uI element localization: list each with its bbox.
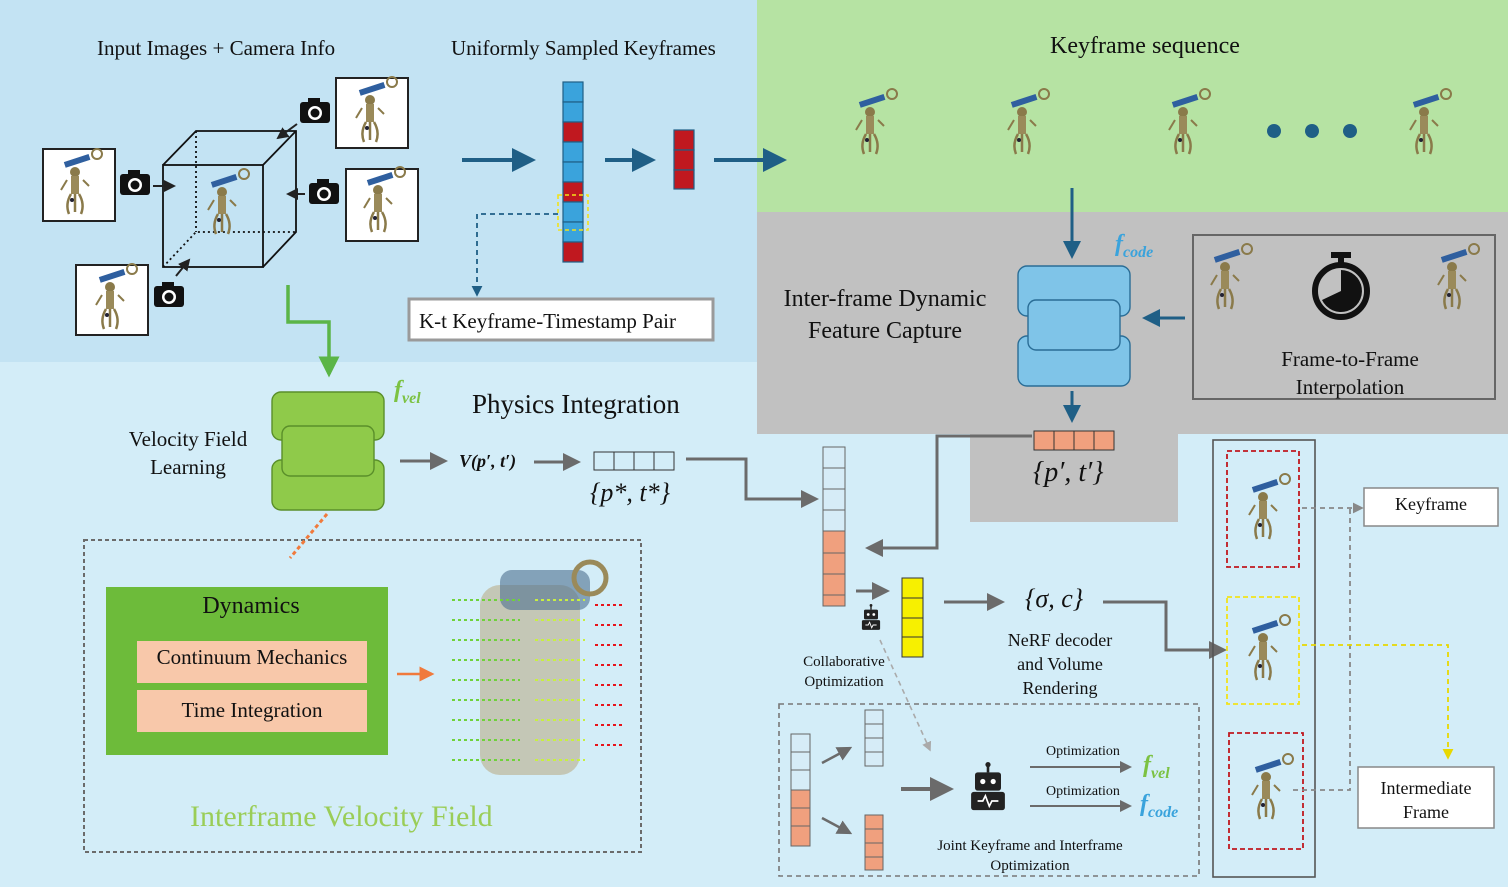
keyframe-sequence-title: Keyframe sequence <box>1050 33 1240 59</box>
interframe-title: Inter-frame Dynamic Feature Capture <box>765 283 1005 347</box>
collaborative-optimization-label: Collaborative Optimization <box>784 652 904 692</box>
velocity-field-label: Velocity Field Learning <box>100 425 276 481</box>
pt-star-label: {p*, t*} <box>590 478 671 507</box>
interpolation-label: Frame-to-Frame Interpolation <box>1240 345 1460 401</box>
keyframe-sequence-panel <box>757 0 1508 212</box>
connector <box>288 513 329 559</box>
interframe-panel <box>757 212 1508 434</box>
keyframe-label: Keyframe <box>1395 494 1467 514</box>
joint-orange-stack <box>864 814 884 871</box>
keyframe-output <box>1228 732 1304 850</box>
time-integration-label: Time Integration <box>181 698 323 722</box>
fcode-label: fcode <box>1115 231 1153 262</box>
joint-fvel-sub: vel <box>1151 764 1170 782</box>
input-images-title: Input Images + Camera Info <box>97 36 336 60</box>
fvel-sub: vel <box>402 389 421 407</box>
decoder-line2: and Volume <box>1017 654 1103 674</box>
keyframe-label-box <box>1363 487 1499 527</box>
pt-star-vector <box>593 451 675 471</box>
interpolated-output <box>1226 596 1300 705</box>
camera-icon <box>120 170 150 195</box>
ellipsis-dot <box>1343 124 1357 138</box>
optimization-label-2: Optimization <box>1046 784 1120 799</box>
robot-icon <box>969 760 1007 812</box>
velocity-field-visual <box>452 559 625 775</box>
joint-fcode-label: fcode <box>1140 791 1178 822</box>
interframe-title-line1: Inter-frame Dynamic <box>783 286 987 312</box>
joint-fcode-sub: code <box>1148 803 1179 821</box>
joint-optimization-box <box>778 703 1200 877</box>
sampled-keyframe-stack <box>562 81 584 263</box>
joint-fvel-label: fvel <box>1143 752 1170 783</box>
yellow-feature-stack <box>901 577 924 658</box>
collab-line2: Optimization <box>804 674 884 690</box>
sampled-keyframes-title: Uniformly Sampled Keyframes <box>451 36 716 60</box>
optimization-label-1: Optimization <box>1046 744 1120 759</box>
concatenated-feature-stack <box>822 446 846 607</box>
joint-line1: Joint Keyframe and Interframe <box>937 838 1123 854</box>
collab-line1: Collaborative <box>803 654 885 670</box>
interpolation-line2: Interpolation <box>1295 375 1405 399</box>
ellipsis-dot <box>1267 124 1281 138</box>
fvel-main: f <box>394 377 402 403</box>
intermediate-line2: Frame <box>1403 802 1449 822</box>
statue-icon <box>206 167 251 236</box>
stopwatch-icon <box>1312 252 1370 320</box>
kt-pair-box <box>407 297 715 342</box>
camera-icon <box>309 179 339 204</box>
interframe-title-line2: Feature Capture <box>808 318 962 344</box>
robot-icon <box>861 603 881 631</box>
keyframe-output <box>1226 450 1300 568</box>
continuum-label: Continuum Mechanics <box>156 645 348 669</box>
sigma-c-label: {σ, c} <box>1025 584 1084 613</box>
intermediate-line1: Intermediate <box>1380 778 1472 798</box>
decoder-line1: NeRF decoder <box>1007 630 1113 650</box>
fcode-block <box>1017 265 1131 387</box>
keyframe-red-stack <box>673 129 695 190</box>
fvel-label: fvel <box>394 377 421 408</box>
interpolation-line1: Frame-to-Frame <box>1281 347 1419 371</box>
ellipsis-dot <box>1305 124 1319 138</box>
joint-optimization-label: Joint Keyframe and Interframe Optimizati… <box>910 836 1150 876</box>
interframe-velocity-box <box>83 539 642 853</box>
joint-fvel-main: f <box>1143 752 1151 778</box>
camera-icon <box>154 282 184 307</box>
joint-fcode-main: f <box>1140 791 1148 817</box>
interpolation-box <box>1192 234 1496 400</box>
velocity-label-line1: Velocity Field <box>128 427 248 451</box>
joint-line2: Optimization <box>990 858 1070 874</box>
nerf-decoder-label: NeRF decoder and Volume Rendering <box>980 628 1140 700</box>
pt-prime-vector <box>1033 430 1115 451</box>
fvel-block <box>271 391 385 511</box>
v-expression: V(p′, t′) <box>459 451 517 471</box>
decoder-line3: Rendering <box>1022 678 1098 698</box>
kt-pair-label: K-t Keyframe-Timestamp Pair <box>419 309 677 333</box>
physics-integration-title: Physics Integration <box>472 389 680 419</box>
dynamics-title: Dynamics <box>202 593 300 619</box>
interframe-velocity-title: Interframe Velocity Field <box>190 800 493 833</box>
output-frames-column <box>1212 439 1316 878</box>
joint-input-stack <box>790 733 811 847</box>
continuum-box <box>137 641 367 683</box>
selected-keyframe-highlight <box>557 194 589 231</box>
fcode-main: f <box>1115 231 1123 257</box>
fcode-sub: code <box>1123 243 1154 261</box>
intermediate-label-box <box>1357 766 1495 829</box>
velocity-label-line2: Learning <box>150 455 226 479</box>
camera-cube <box>162 130 297 268</box>
pt-prime-label: {p′, t′} <box>1033 457 1104 488</box>
camera-icon <box>300 98 330 123</box>
time-integration-box <box>137 690 367 732</box>
intermediate-frame-label: Intermediate Frame <box>1358 776 1494 824</box>
joint-blue-stack <box>864 709 884 767</box>
